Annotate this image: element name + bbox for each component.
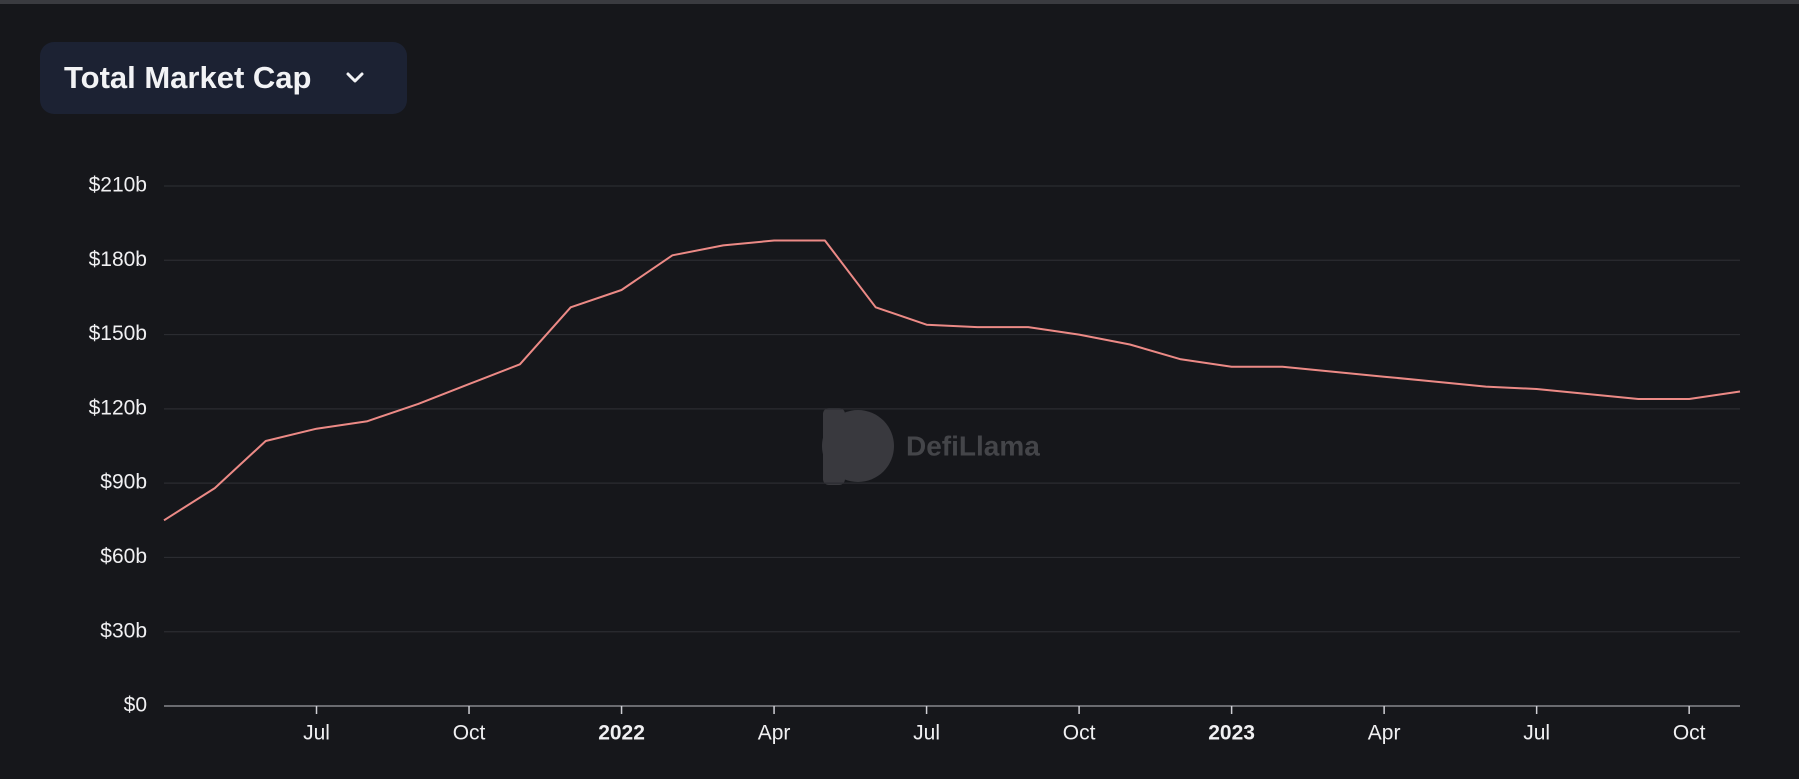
y-tick-label: $120b (89, 396, 147, 419)
y-tick-label: $90b (100, 471, 147, 494)
x-tick-label: Oct (1673, 722, 1706, 745)
x-tick-label: Jul (1523, 722, 1550, 745)
watermark-text: DefiLlama (906, 430, 1040, 461)
x-tick-label: Oct (453, 722, 486, 745)
x-tick-label: Apr (1368, 722, 1401, 745)
y-tick-label: $210b (89, 174, 147, 197)
y-tick-label: $180b (89, 248, 147, 271)
x-tick-label: Jul (913, 722, 940, 745)
chart-selector[interactable]: Total Market Cap (40, 42, 407, 114)
top-border (0, 0, 1799, 4)
y-tick-label: $150b (89, 322, 147, 345)
y-tick-label: $60b (100, 545, 147, 568)
line (163, 239, 1741, 522)
y-tick-label: $30b (100, 619, 147, 642)
y-tick-label: $0 (124, 694, 147, 717)
x-tick-label: Oct (1063, 722, 1096, 745)
x-tick-label: 2022 (598, 722, 645, 745)
chart-title: Total Market Cap (64, 60, 312, 95)
x-tick-label: 2023 (1208, 722, 1255, 745)
x-tick-label: Apr (758, 722, 791, 745)
chevron (346, 72, 364, 83)
x-tick-label: Jul (303, 722, 330, 745)
watermark: DefiLlama (822, 408, 1040, 485)
